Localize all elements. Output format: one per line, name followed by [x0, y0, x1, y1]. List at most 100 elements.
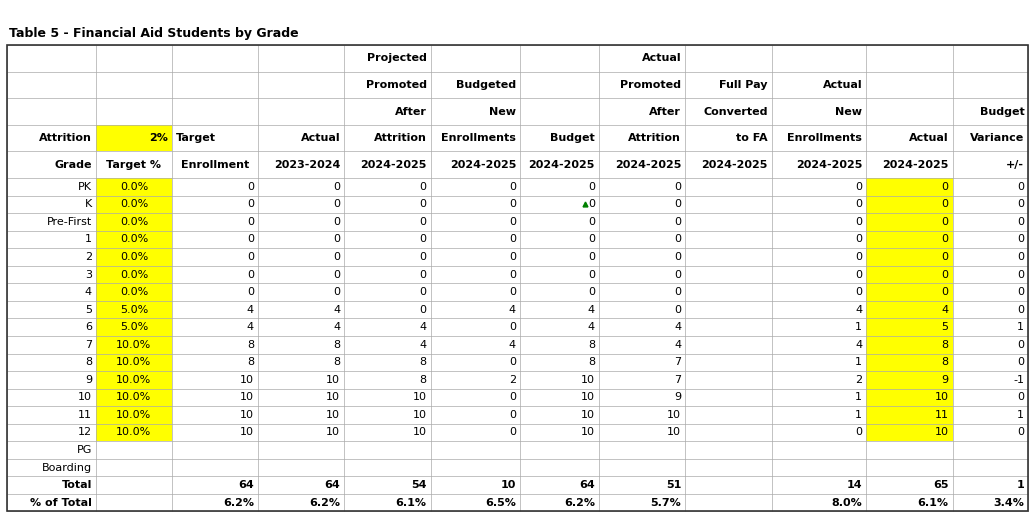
Text: Target %: Target %	[107, 160, 161, 170]
Text: 5.0%: 5.0%	[120, 305, 148, 314]
Text: 0: 0	[1017, 357, 1025, 367]
Text: 0: 0	[674, 182, 681, 192]
Text: After: After	[394, 107, 426, 117]
Text: 0.0%: 0.0%	[120, 252, 148, 262]
Bar	[866, 424, 952, 441]
Text: 0: 0	[509, 410, 516, 420]
Text: 0: 0	[942, 287, 948, 297]
Bar	[96, 125, 172, 151]
Text: 0: 0	[1017, 235, 1025, 244]
Text: % of Total: % of Total	[30, 498, 92, 508]
Text: 8: 8	[333, 357, 341, 367]
Text: Actual: Actual	[300, 133, 341, 143]
Text: 6.1%: 6.1%	[918, 498, 948, 508]
Text: 10.0%: 10.0%	[116, 410, 151, 420]
Bar	[96, 424, 172, 441]
Text: Actual: Actual	[642, 53, 681, 64]
Text: 8: 8	[588, 357, 595, 367]
Text: 0: 0	[855, 235, 862, 244]
Bar	[96, 231, 172, 248]
Text: 0: 0	[855, 199, 862, 209]
Text: 65: 65	[933, 480, 948, 490]
Text: 10: 10	[668, 427, 681, 438]
Text: 0.0%: 0.0%	[120, 235, 148, 244]
Text: 4: 4	[333, 322, 341, 332]
Text: 4: 4	[333, 305, 341, 314]
Text: 0: 0	[419, 305, 426, 314]
Text: 0: 0	[588, 217, 595, 227]
Text: 0: 0	[588, 269, 595, 280]
Bar	[866, 231, 952, 248]
Text: 0: 0	[588, 235, 595, 244]
Text: 8: 8	[942, 340, 948, 350]
Text: 0: 0	[674, 235, 681, 244]
Text: 6.2%: 6.2%	[309, 498, 341, 508]
Text: 0: 0	[247, 182, 254, 192]
Text: 1: 1	[855, 410, 862, 420]
Text: 0: 0	[588, 252, 595, 262]
Text: Target: Target	[176, 133, 216, 143]
Text: 1: 1	[855, 357, 862, 367]
Bar	[866, 213, 952, 231]
Text: 0: 0	[509, 322, 516, 332]
Text: 0: 0	[333, 235, 341, 244]
Text: 10: 10	[581, 375, 595, 385]
Text: Promoted: Promoted	[365, 80, 426, 90]
Text: 0: 0	[509, 182, 516, 192]
Text: 11: 11	[935, 410, 948, 420]
Text: 9: 9	[674, 393, 681, 402]
Text: 0: 0	[247, 217, 254, 227]
Text: Total: Total	[61, 480, 92, 490]
Text: to FA: to FA	[736, 133, 768, 143]
Text: 0: 0	[419, 252, 426, 262]
Text: 0: 0	[419, 182, 426, 192]
Bar	[866, 371, 952, 388]
Text: Grade: Grade	[55, 160, 92, 170]
Text: 8: 8	[942, 357, 948, 367]
Bar	[96, 371, 172, 388]
Bar	[866, 266, 952, 283]
Text: 7: 7	[85, 340, 92, 350]
Bar	[96, 213, 172, 231]
Text: 0: 0	[333, 217, 341, 227]
Bar	[866, 354, 952, 371]
Bar	[96, 336, 172, 354]
Text: 0: 0	[333, 269, 341, 280]
Text: 0: 0	[674, 217, 681, 227]
Text: 0: 0	[333, 182, 341, 192]
Text: 8: 8	[419, 357, 426, 367]
Bar	[96, 388, 172, 406]
Text: 10: 10	[326, 427, 341, 438]
Text: K: K	[85, 199, 92, 209]
Text: 2: 2	[855, 375, 862, 385]
Text: Boarding: Boarding	[41, 463, 92, 472]
Text: 0: 0	[1017, 182, 1025, 192]
Text: 0: 0	[333, 252, 341, 262]
Text: 4: 4	[942, 305, 948, 314]
Text: 2%: 2%	[149, 133, 168, 143]
Text: 0: 0	[419, 269, 426, 280]
Text: 0: 0	[247, 235, 254, 244]
Text: 4: 4	[855, 340, 862, 350]
Text: 0: 0	[674, 252, 681, 262]
Text: 0.0%: 0.0%	[120, 269, 148, 280]
Text: 0: 0	[1017, 217, 1025, 227]
Text: 10: 10	[581, 427, 595, 438]
Text: 10: 10	[413, 427, 426, 438]
Text: Projected: Projected	[366, 53, 426, 64]
Bar	[866, 336, 952, 354]
Text: 0: 0	[1017, 305, 1025, 314]
Text: 0: 0	[419, 217, 426, 227]
Text: 0: 0	[247, 252, 254, 262]
Text: Enrollments: Enrollments	[788, 133, 862, 143]
Text: Attrition: Attrition	[628, 133, 681, 143]
Text: 0.0%: 0.0%	[120, 199, 148, 209]
Text: 10: 10	[240, 427, 254, 438]
Text: 3: 3	[85, 269, 92, 280]
Text: 10.0%: 10.0%	[116, 375, 151, 385]
Text: 10: 10	[935, 427, 948, 438]
Text: 5.7%: 5.7%	[650, 498, 681, 508]
Text: 0: 0	[942, 182, 948, 192]
Text: 0: 0	[855, 427, 862, 438]
Text: 4: 4	[246, 322, 254, 332]
